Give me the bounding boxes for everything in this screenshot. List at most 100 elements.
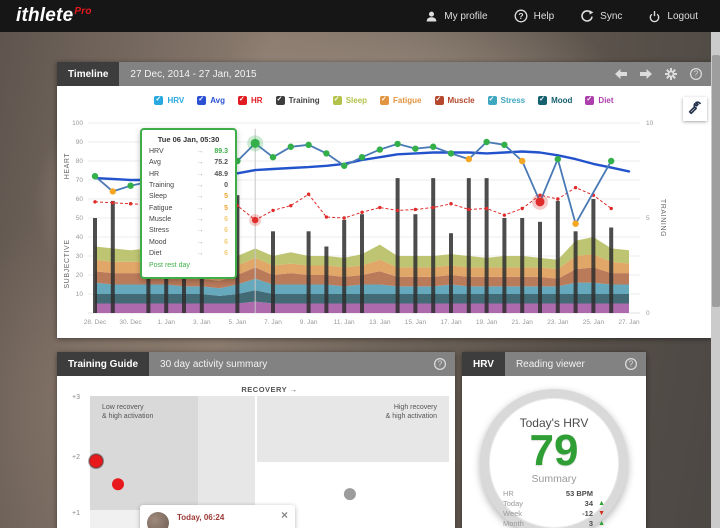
scrollbar[interactable] (711, 32, 720, 528)
hr-point[interactable] (271, 208, 275, 213)
hr-point[interactable] (538, 193, 542, 197)
legend-item-stress[interactable]: Stress (487, 95, 525, 105)
checkbox-training[interactable] (275, 95, 285, 105)
training-bar[interactable] (573, 231, 578, 313)
tab-timeline[interactable]: Timeline (57, 62, 120, 86)
logout-button[interactable]: Logout (648, 10, 698, 23)
hrv-point[interactable] (430, 143, 437, 150)
hrv-point[interactable] (341, 162, 348, 169)
training-bar[interactable] (360, 214, 364, 313)
help-button[interactable]: ? Help (514, 9, 554, 23)
hr-point[interactable] (395, 208, 400, 213)
training-bar[interactable] (235, 195, 240, 313)
tab-hrv[interactable]: HRV (462, 352, 505, 376)
hrv-point[interactable] (287, 143, 294, 150)
training-bar[interactable] (324, 246, 329, 314)
hr-point[interactable] (609, 206, 613, 211)
hr-point[interactable] (360, 210, 364, 214)
legend-item-hr[interactable]: HR (238, 95, 263, 105)
legend-item-mood[interactable]: Mood (538, 95, 572, 105)
checkbox-diet[interactable] (585, 95, 595, 105)
next-range-button[interactable] (639, 67, 653, 81)
hrv-point[interactable] (250, 138, 260, 148)
scrollbar-thumb[interactable] (711, 55, 720, 307)
help-icon[interactable]: ? (433, 357, 447, 371)
legend-item-sleep[interactable]: Sleep (332, 95, 367, 105)
activity-point[interactable] (112, 478, 124, 491)
help-icon[interactable]: ? (689, 67, 703, 81)
checkbox-avg[interactable] (197, 95, 207, 105)
hrv-point[interactable] (483, 138, 490, 146)
legend-item-muscle[interactable]: Muscle (434, 95, 475, 105)
sync-button[interactable]: Sync (580, 9, 622, 23)
hr-point[interactable] (306, 192, 311, 196)
training-bar[interactable] (395, 178, 400, 313)
activity-point[interactable] (343, 488, 356, 501)
hrv-point[interactable] (554, 155, 561, 163)
training-bar[interactable] (93, 218, 97, 313)
hr-point-selected[interactable] (252, 216, 259, 224)
training-bar[interactable] (502, 218, 507, 313)
legend-item-hrv[interactable]: HRV (154, 95, 184, 105)
hrv-point[interactable] (323, 150, 330, 157)
checkbox-stress[interactable] (487, 95, 497, 105)
checkbox-hrv[interactable] (154, 95, 164, 105)
checkbox-muscle[interactable] (434, 95, 444, 105)
hr-point[interactable] (324, 215, 329, 219)
training-bar[interactable] (306, 231, 311, 313)
hrv-point[interactable] (412, 145, 419, 152)
legend-item-diet[interactable]: Diet (585, 95, 614, 105)
training-bar[interactable] (484, 178, 489, 313)
close-icon[interactable]: × (280, 508, 288, 522)
legend-item-avg[interactable]: Avg (197, 95, 225, 105)
legend-item-training[interactable]: Training (275, 95, 320, 105)
hr-point[interactable] (413, 207, 418, 212)
hr-point[interactable] (556, 197, 560, 201)
tab-training-guide[interactable]: Training Guide (57, 352, 150, 376)
legend-item-fatigue[interactable]: Fatigue (380, 95, 422, 105)
hrv-point[interactable] (394, 140, 401, 148)
checkbox-sleep[interactable] (332, 95, 342, 105)
training-bar[interactable] (431, 178, 436, 313)
training-bar[interactable] (538, 221, 542, 313)
activity-point[interactable] (88, 453, 105, 470)
training-bar[interactable] (110, 200, 115, 313)
hr-point[interactable] (342, 216, 346, 220)
my-profile-button[interactable]: My profile (425, 10, 488, 23)
hrv-point[interactable] (535, 197, 545, 207)
hrv-point[interactable] (608, 157, 615, 165)
hr-point[interactable] (520, 206, 524, 211)
checkbox-fatigue[interactable] (380, 95, 390, 105)
training-bar[interactable] (591, 199, 596, 313)
hrv-point[interactable] (127, 182, 134, 189)
checkbox-mood[interactable] (538, 95, 548, 105)
hrv-point[interactable] (465, 155, 472, 163)
hr-point[interactable] (111, 201, 115, 205)
hr-point[interactable] (128, 202, 133, 206)
hr-point[interactable] (449, 202, 453, 206)
hrv-point[interactable] (501, 141, 508, 149)
training-bar[interactable] (466, 178, 471, 313)
training-bar[interactable] (413, 214, 418, 313)
hrv-point[interactable] (91, 173, 99, 180)
help-icon[interactable]: ? (624, 357, 638, 371)
hr-point[interactable] (289, 203, 293, 208)
hrv-point[interactable] (376, 146, 383, 153)
hrv-point[interactable] (572, 220, 579, 227)
hr-point[interactable] (378, 205, 382, 210)
hrv-point[interactable] (269, 154, 277, 161)
hr-point[interactable] (573, 185, 578, 190)
training-bar[interactable] (449, 233, 453, 313)
hrv-point[interactable] (447, 150, 455, 157)
hrv-point[interactable] (109, 188, 116, 195)
hr-point[interactable] (431, 205, 435, 210)
training-bar[interactable] (555, 200, 560, 313)
hr-point[interactable] (502, 213, 507, 217)
recovery-scatter[interactable] (57, 376, 455, 528)
hrv-point[interactable] (358, 154, 366, 161)
hrv-point[interactable] (305, 141, 312, 149)
hrv-point[interactable] (519, 157, 526, 165)
prev-range-button[interactable] (614, 67, 628, 81)
hr-point[interactable] (93, 200, 97, 204)
checkbox-hr[interactable] (238, 95, 248, 105)
